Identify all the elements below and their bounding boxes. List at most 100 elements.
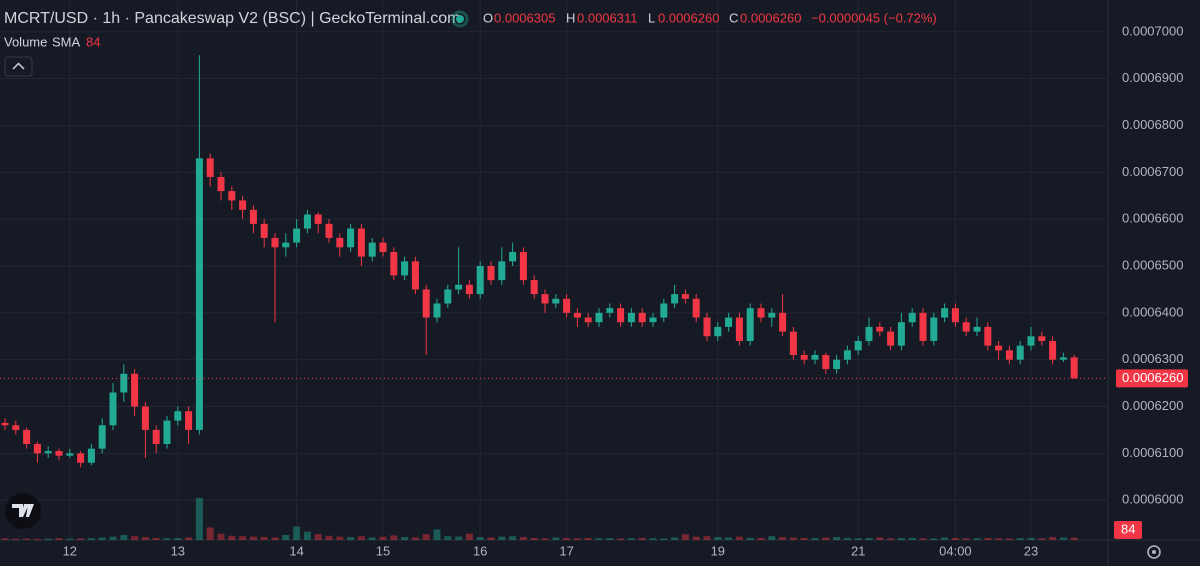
x-tick-label: 17 — [559, 543, 573, 558]
candle-body — [498, 261, 506, 281]
candle-body — [530, 280, 538, 295]
volume-bar — [876, 537, 884, 540]
volume-bar — [681, 534, 689, 540]
volume-bar — [627, 538, 635, 540]
candle-body — [1038, 336, 1046, 341]
candle-body — [919, 312, 927, 341]
last-price-label: 0.0006260 — [1122, 370, 1183, 385]
candle-body — [55, 451, 63, 456]
volume-bar — [714, 537, 722, 540]
candle-body — [563, 298, 571, 313]
candle-body — [649, 317, 657, 323]
volume-bar — [314, 534, 322, 540]
volume-bar — [379, 536, 387, 540]
candle-body — [303, 214, 311, 229]
volume-bar — [444, 536, 452, 540]
volume-bar — [163, 538, 171, 540]
candle-body — [606, 308, 614, 313]
collapse-button[interactable] — [4, 56, 33, 77]
candle-body — [962, 322, 970, 332]
volume-sma-label: 84 — [1121, 521, 1135, 536]
volume-bar — [811, 538, 819, 540]
volume-bar — [519, 537, 527, 540]
candle-body — [735, 317, 743, 341]
volume-bar — [897, 538, 905, 540]
candle-body — [465, 284, 473, 295]
labels: 0.0006000 0.0006100 0.0006200 0.0006300 0.00… — [0, 23, 1188, 558]
candle-body — [660, 303, 668, 318]
volume-bar — [411, 537, 419, 540]
candle-body — [433, 303, 441, 318]
volume-bar — [703, 536, 711, 540]
candle-body — [1005, 350, 1013, 360]
volume-bar — [55, 538, 63, 540]
x-tick-label: 21 — [851, 543, 865, 558]
volume-bar — [465, 533, 473, 540]
candle-body — [757, 308, 765, 318]
y-tick-label: 0.0006100 — [1122, 445, 1183, 460]
candle-body — [681, 294, 689, 299]
x-tick-label: 23 — [1024, 543, 1038, 558]
volume-bar — [822, 537, 830, 540]
candle-body — [271, 237, 279, 248]
volume-bar — [422, 534, 430, 540]
volume-bars — [1, 498, 1078, 540]
candle-body — [44, 451, 52, 454]
candle-body — [455, 284, 463, 290]
ohlc-value: 0.0006311 — [577, 10, 638, 25]
volume-bar — [735, 536, 743, 540]
candle-body — [714, 326, 722, 337]
candle-body — [876, 326, 884, 332]
volume-bar — [930, 538, 938, 540]
volume-bar — [487, 537, 495, 540]
candle-body — [843, 350, 851, 360]
ohlc-key: O — [483, 10, 493, 25]
candle-body — [141, 406, 149, 430]
candle-body — [1059, 357, 1067, 360]
volume-bar — [260, 537, 268, 540]
volume-bar — [1027, 537, 1035, 540]
volume-bar — [1, 538, 9, 540]
collapse-icon — [12, 62, 25, 70]
volume-bar — [303, 531, 311, 540]
candle-body — [422, 289, 430, 318]
candle-body — [228, 191, 236, 201]
candle-body — [930, 317, 938, 341]
volume-bar — [843, 537, 851, 540]
x-tick-label: 15 — [376, 543, 390, 558]
settings-icon[interactable] — [1147, 545, 1161, 559]
candle-body — [12, 425, 20, 430]
volume-bar — [671, 537, 679, 540]
candle-body — [1027, 336, 1035, 346]
candle-body — [174, 411, 182, 421]
candle-body — [33, 443, 41, 454]
volume-bar — [800, 537, 808, 540]
candle-body — [573, 312, 581, 318]
candle-body — [779, 312, 787, 332]
symbol-title: MCRT/USD · 1h · Pancakeswap V2 (BSC) | G… — [4, 10, 460, 27]
volume-bar — [1059, 537, 1067, 540]
volume-bar — [433, 529, 441, 540]
x-tick-label: 19 — [711, 543, 725, 558]
candle-body — [120, 373, 128, 393]
volume-bar — [509, 536, 517, 540]
volume-bar — [887, 538, 895, 540]
candle-body — [87, 448, 95, 463]
volume-bar — [746, 537, 754, 540]
volume-bar — [44, 538, 52, 540]
volume-bar — [98, 537, 106, 540]
candle-body — [541, 294, 549, 304]
candle-body — [725, 317, 733, 327]
ohlc-value: 0.0006260 — [740, 10, 801, 25]
candle-body — [897, 322, 905, 346]
candle-body — [822, 355, 830, 370]
candle-body — [336, 237, 344, 248]
candle-body — [206, 158, 214, 178]
volume-title: Volume — [4, 34, 47, 49]
candle-body — [595, 312, 603, 323]
volume-bar — [476, 537, 484, 540]
candle-body — [1049, 340, 1057, 360]
